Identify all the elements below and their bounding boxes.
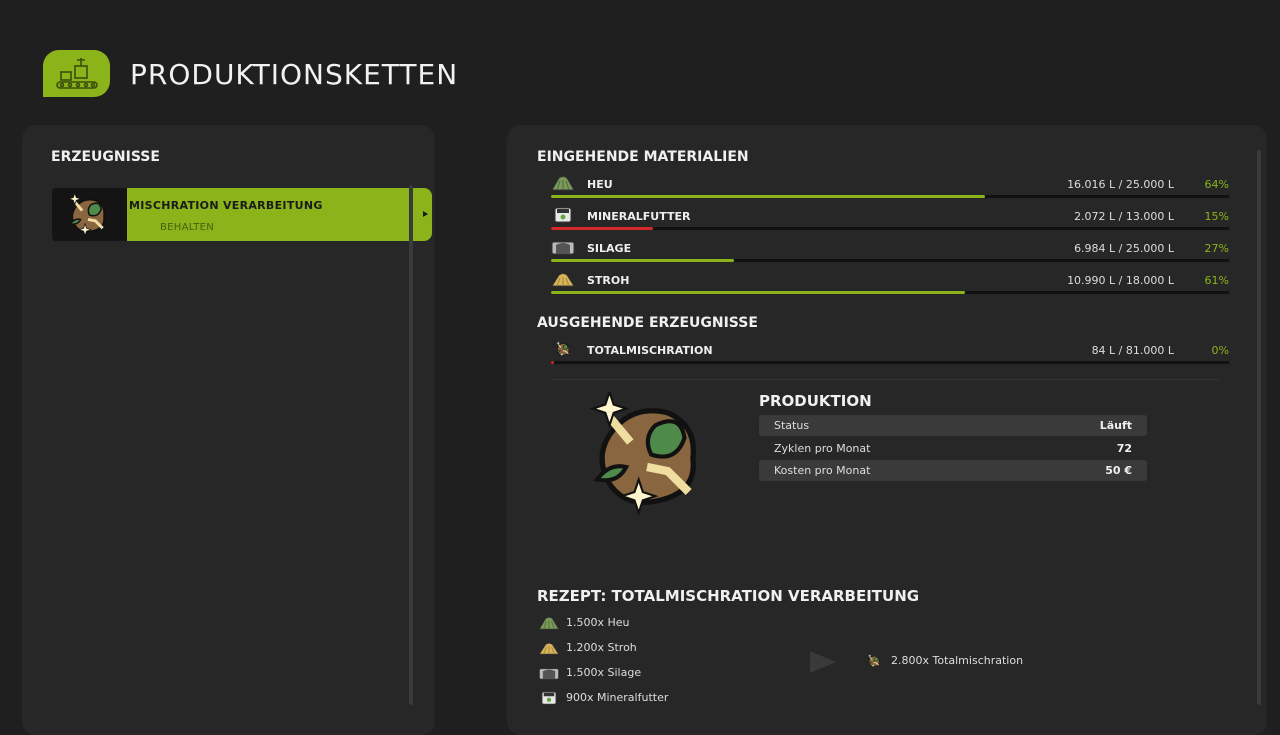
material-percent: 27% (1204, 242, 1229, 255)
recipe-input: 900x Mineralfutter (537, 691, 668, 709)
material-name: HEU (587, 178, 613, 191)
products-scrollbar[interactable] (409, 185, 413, 705)
production-label: Kosten pro Monat (774, 464, 871, 477)
material-name: STROH (587, 274, 630, 287)
recipe-input-text: 1.200x Stroh (566, 641, 637, 654)
recipe-input: 1.200x Stroh (537, 641, 637, 659)
recipe-input: 1.500x Silage (537, 666, 641, 684)
straw-icon (551, 271, 575, 287)
recipe-input: 1.500x Heu (537, 616, 630, 634)
silage-icon (551, 239, 575, 255)
material-amount: 10.990 L / 18.000 L (1067, 274, 1174, 287)
mineral-feed-icon (551, 207, 575, 223)
material-percent: 61% (1204, 274, 1229, 287)
outgoing-heading: AUSGEHENDE ERZEUGNISSE (537, 315, 758, 331)
material-row: MINERALFUTTER 2.072 L / 13.000 L 15% (551, 210, 1229, 230)
details-scrollbar[interactable] (1257, 150, 1261, 705)
material-row: SILAGE 6.984 L / 25.000 L 27% (551, 242, 1229, 262)
silage-icon (537, 666, 561, 680)
fill-level-bar (551, 227, 1229, 230)
material-amount: 16.016 L / 25.000 L (1067, 178, 1174, 191)
material-name: TOTALMISCHRATION (587, 344, 713, 357)
material-amount: 2.072 L / 13.000 L (1074, 210, 1174, 223)
products-heading: ERZEUGNISSE (51, 149, 160, 165)
material-percent: 15% (1204, 210, 1229, 223)
fill-level (551, 195, 985, 198)
hay-icon (537, 616, 561, 630)
material-name: MINERALFUTTER (587, 210, 691, 223)
production-value: Läuft (1099, 419, 1132, 432)
recipe-output: 2.800x Totalmischration (862, 654, 1023, 672)
production-item-card[interactable]: MISCHRATION VERARBEITUNG BEHALTEN (52, 188, 432, 241)
fill-level-bar (551, 195, 1229, 198)
material-name: SILAGE (587, 242, 632, 255)
recipe-heading: REZEPT: TOTALMISCHRATION VERARBEITUNG (537, 587, 920, 605)
production-row: Status Läuft (759, 415, 1147, 436)
material-amount: 6.984 L / 25.000 L (1074, 242, 1174, 255)
factory-conveyor-icon (43, 50, 110, 97)
material-amount: 84 L / 81.000 L (1091, 344, 1174, 357)
production-row: Zyklen pro Monat 72 (759, 438, 1147, 459)
production-label: Status (774, 419, 810, 432)
fill-level (551, 259, 735, 262)
fill-level-bar (551, 259, 1229, 262)
material-row: TOTALMISCHRATION 84 L / 81.000 L 0% (551, 344, 1229, 364)
page-title: PRODUKTIONSKETTEN (130, 58, 459, 91)
production-value: 50 € (1105, 464, 1132, 477)
recipe-input-text: 1.500x Heu (566, 616, 630, 629)
production-heading: PRODUKTION (759, 392, 872, 410)
production-item-name: MISCHRATION VERARBEITUNG (129, 199, 323, 212)
fill-level (551, 361, 555, 364)
straw-icon (537, 641, 561, 655)
recipe-input-text: 1.500x Silage (566, 666, 642, 679)
mixed-ration-icon (551, 341, 575, 357)
production-row: Kosten pro Monat 50 € (759, 460, 1147, 481)
production-label: Zyklen pro Monat (774, 441, 871, 455)
fill-level-bar (551, 291, 1229, 294)
incoming-heading: EINGEHENDE MATERIALIEN (537, 149, 749, 165)
mineral-feed-icon (537, 691, 561, 705)
hay-icon (551, 175, 575, 191)
mixed-ration-icon (52, 188, 127, 241)
production-item-status: BEHALTEN (160, 222, 215, 233)
fill-level (551, 227, 653, 230)
material-row: HEU 16.016 L / 25.000 L 64% (551, 178, 1229, 198)
material-row: STROH 10.990 L / 18.000 L 61% (551, 274, 1229, 294)
material-percent: 64% (1204, 178, 1229, 191)
mixed-ration-large-icon (572, 392, 722, 521)
material-percent: 0% (1211, 344, 1229, 357)
mixed-ration-icon (862, 654, 886, 668)
caret-right-icon (423, 211, 428, 217)
recipe-input-text: 900x Mineralfutter (566, 691, 669, 704)
recipe-output-text: 2.800x Totalmischration (891, 654, 1024, 667)
fill-level (551, 291, 965, 294)
arrow-right-icon (810, 651, 836, 673)
divider (551, 379, 1219, 380)
production-value: 72 (1116, 441, 1132, 455)
fill-level-bar (551, 361, 1229, 364)
